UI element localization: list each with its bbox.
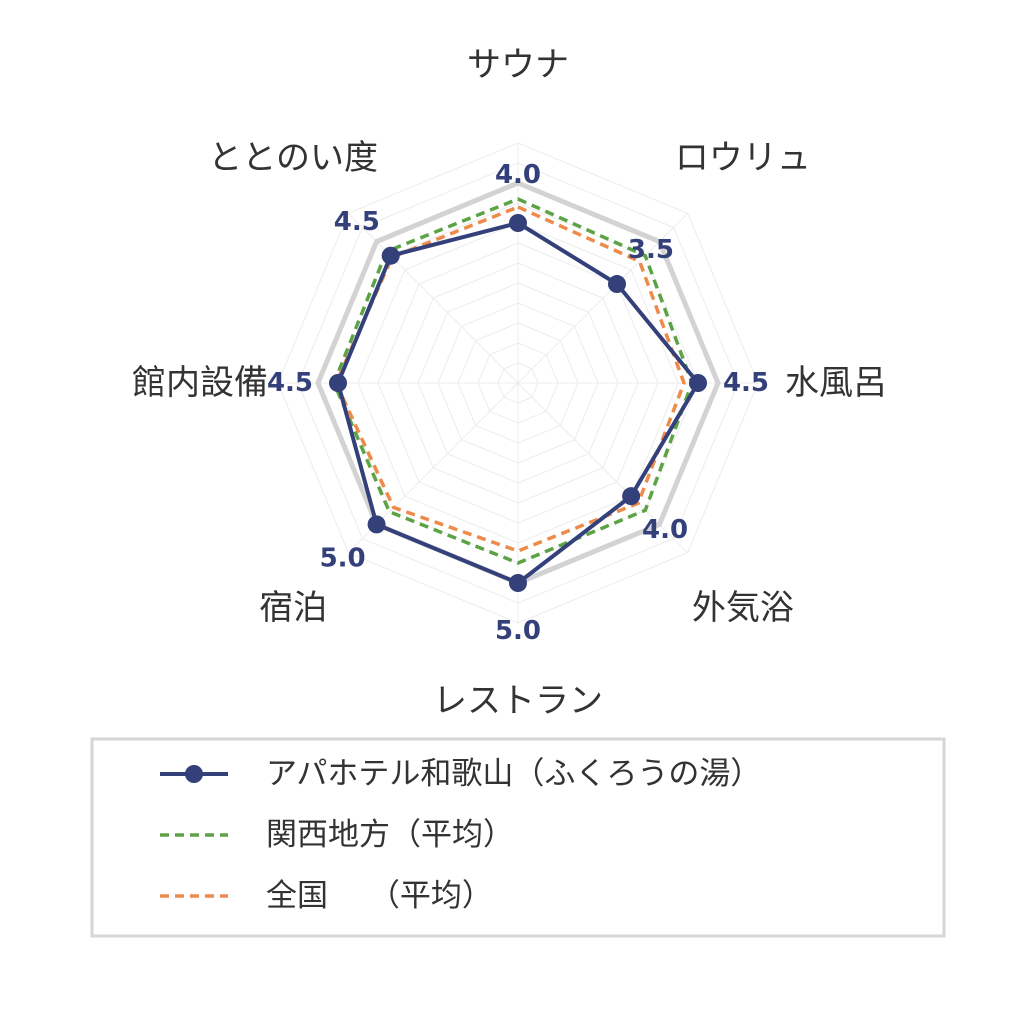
data-label: 3.5 <box>628 235 674 265</box>
axis-label: 宿泊 <box>259 588 327 628</box>
data-point <box>689 374 707 392</box>
axis-label: 館内設備 <box>132 363 268 403</box>
data-label: 4.0 <box>495 160 541 190</box>
data-label: 4.5 <box>267 368 313 398</box>
axis-label: 水風呂 <box>785 363 887 403</box>
data-label: 5.0 <box>495 616 541 646</box>
legend: アパホテル和歌山（ふくろうの湯） 関西地方（平均） 全国 （平均） <box>90 737 946 938</box>
data-label: 4.5 <box>723 368 769 398</box>
legend-box <box>90 737 946 938</box>
axis-label: 外気浴 <box>692 588 794 628</box>
data-point <box>367 515 386 534</box>
data-point <box>509 214 527 232</box>
series-layer <box>315 180 721 592</box>
series-line-1 <box>332 197 694 565</box>
data-point <box>622 487 641 506</box>
axis-label: ととのい度 <box>208 138 378 178</box>
data-label: 5.0 <box>320 543 366 573</box>
data-label: 4.0 <box>642 515 688 545</box>
data-point <box>509 574 527 592</box>
legend-label: アパホテル和歌山（ふくろうの湯） <box>266 756 761 792</box>
legend-label: 全国 （平均） <box>266 878 493 914</box>
data-point <box>329 374 347 392</box>
data-point <box>381 246 400 265</box>
axis-label: サウナ <box>467 45 569 85</box>
axis-label: レストラン <box>433 681 603 721</box>
legend-label: 関西地方（平均） <box>266 817 514 853</box>
axis-label: ロウリュ <box>675 138 811 178</box>
data-label: 4.5 <box>334 207 380 237</box>
data-point <box>607 275 626 294</box>
legend-marker <box>185 765 203 783</box>
